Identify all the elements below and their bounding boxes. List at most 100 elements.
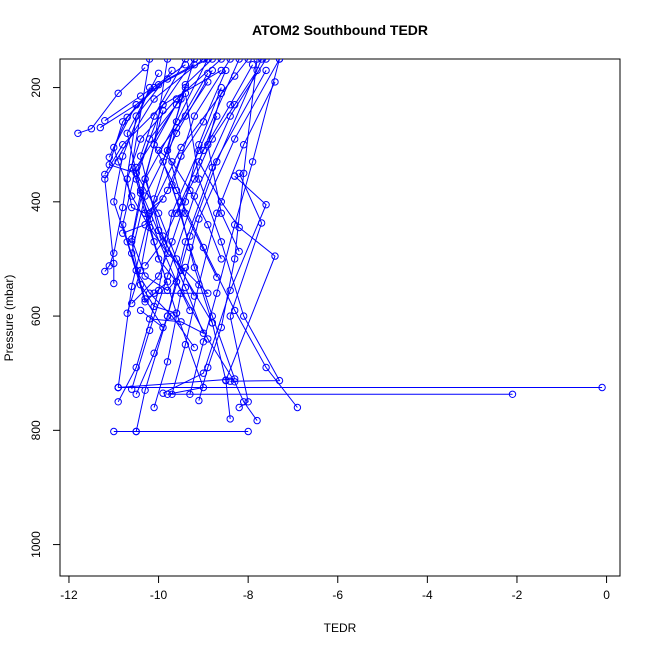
data-point: [217, 198, 226, 206]
data-point: [159, 323, 167, 332]
data-point: [150, 349, 158, 357]
data-point: [150, 95, 158, 103]
data-point: [199, 369, 208, 377]
data-point: [213, 273, 221, 281]
series-line: [162, 175, 267, 394]
x-axis-label: TEDR: [324, 621, 357, 635]
x-tick-label: -8: [243, 588, 254, 602]
data-point: [177, 152, 185, 160]
data-point: [231, 306, 239, 315]
data-point: [275, 59, 284, 63]
data-point: [154, 209, 163, 217]
series-37: [128, 83, 226, 308]
data-point: [271, 252, 279, 260]
series-13: [128, 59, 270, 393]
data-point: [235, 403, 243, 412]
data-point: [114, 398, 122, 406]
data-point: [119, 229, 127, 237]
data-point: [204, 335, 212, 343]
data-point: [101, 117, 109, 125]
data-point: [195, 215, 203, 223]
data-point: [248, 60, 257, 69]
data-point: [226, 59, 234, 63]
data-point: [262, 201, 270, 209]
data-point: [114, 89, 122, 98]
series-line: [131, 87, 222, 304]
data-point: [128, 282, 136, 291]
data-point: [240, 312, 248, 320]
data-point: [110, 279, 118, 288]
series-46: [132, 95, 194, 315]
data-point: [226, 101, 234, 109]
data-point: [159, 195, 167, 203]
data-point: [181, 59, 190, 63]
data-point: [208, 163, 217, 172]
data-point: [141, 209, 149, 217]
series-line: [104, 64, 186, 122]
data-point: [199, 146, 208, 155]
data-point: [195, 141, 203, 149]
data-point: [150, 141, 158, 149]
data-point: [204, 59, 212, 63]
data-point: [145, 315, 154, 323]
series-line: [131, 87, 186, 292]
data-point: [231, 135, 239, 143]
data-point: [190, 175, 199, 183]
data-point: [132, 390, 140, 398]
x-tick-label: -2: [512, 588, 523, 602]
series-line: [131, 70, 213, 328]
data-point: [226, 415, 234, 423]
data-point: [163, 272, 172, 280]
x-tick-label: -10: [150, 588, 168, 602]
data-point: [235, 223, 243, 232]
data-point: [132, 427, 140, 436]
data-point: [257, 219, 266, 227]
data-point: [154, 255, 163, 263]
series-line: [122, 104, 195, 348]
data-point: [163, 312, 172, 320]
series-9: [114, 59, 243, 406]
series-line: [117, 59, 240, 403]
data-point: [190, 343, 199, 352]
data-point: [163, 146, 172, 155]
series-line: [104, 70, 173, 272]
data-point: [150, 289, 158, 297]
data-point: [257, 59, 266, 63]
series-10: [110, 427, 252, 436]
series-41: [110, 101, 172, 257]
series-line: [171, 81, 276, 395]
data-point: [181, 209, 190, 217]
y-tick-label: 800: [29, 420, 43, 440]
data-point: [177, 318, 185, 326]
data-point: [119, 221, 127, 229]
data-point: [213, 209, 221, 217]
data-point: [217, 59, 225, 63]
x-tick-label: -12: [60, 588, 78, 602]
data-point: [253, 66, 261, 75]
data-point: [163, 59, 172, 63]
data-point: [168, 181, 176, 189]
series-44: [172, 66, 261, 217]
data-point: [132, 163, 140, 172]
data-point: [105, 161, 114, 169]
data-point: [110, 198, 118, 206]
series-line: [126, 73, 209, 314]
data-point: [222, 66, 230, 75]
data-point: [262, 363, 270, 372]
data-point: [74, 129, 82, 138]
series-25: [226, 169, 266, 412]
data-point: [181, 283, 190, 292]
data-point: [150, 112, 158, 120]
data-point: [235, 59, 243, 63]
series-line: [135, 98, 191, 311]
data-point: [128, 192, 136, 200]
series-33: [128, 66, 217, 332]
data-point: [217, 238, 226, 246]
data-point: [136, 135, 145, 143]
data-point: [123, 175, 131, 183]
data-point: [190, 59, 199, 63]
data-point: [262, 59, 270, 63]
data-point: [123, 113, 131, 122]
data-point: [231, 101, 239, 109]
data-point: [226, 377, 234, 385]
